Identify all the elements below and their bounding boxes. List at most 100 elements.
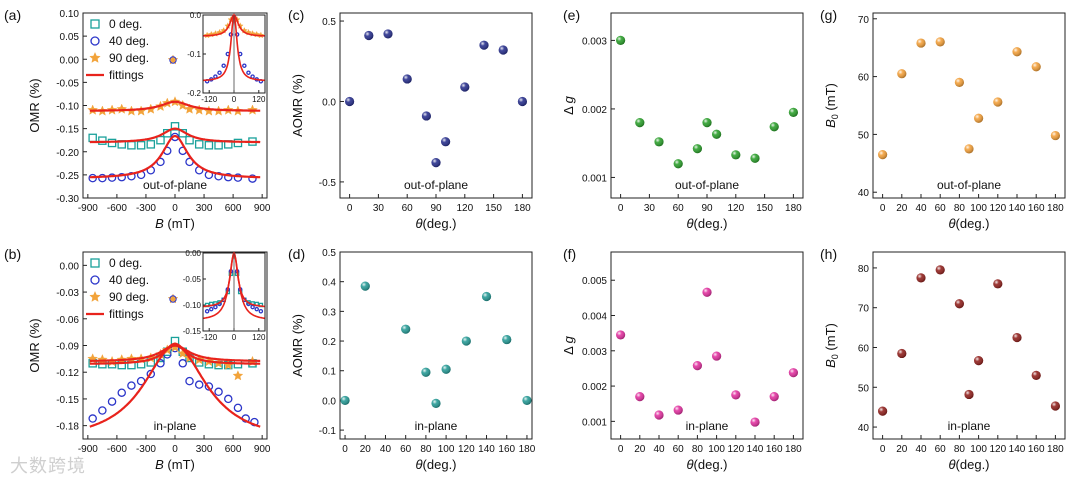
x-tick-label: -600 <box>107 444 127 455</box>
data-point-shade <box>954 299 965 309</box>
x-axis-label: B (mT) <box>155 457 195 472</box>
data-point-shade <box>479 40 489 50</box>
panel-b: -900 -600 -300 0 300 600 900 0.00 -0.03 -0.06 -0.0… <box>4 246 271 472</box>
x-axis-unit: (deg.) <box>423 457 457 472</box>
data-point-shade <box>935 265 945 275</box>
data-point-shade <box>421 111 431 121</box>
data-point-shade <box>878 150 888 160</box>
data-point <box>233 173 243 182</box>
y-axis-var: B <box>823 119 838 128</box>
legend-label: 0 deg. <box>109 17 142 31</box>
y-tick-label: 0.002 <box>582 105 607 116</box>
inset-b: -120 0 120 0.00 -0.05 -0.10 -0.15 <box>183 249 266 342</box>
x-tick-label: 140 <box>747 444 764 455</box>
plot-frame <box>872 12 1066 199</box>
panel-label: (e) <box>563 7 580 23</box>
x-tick-label: 60 <box>400 444 412 455</box>
data-point <box>146 369 156 379</box>
data-point-shade <box>461 336 471 346</box>
data-point-shade <box>897 348 907 359</box>
x-axis-label: θ(deg.) <box>686 216 727 231</box>
plot-frame <box>610 12 804 199</box>
y-tick-label: -0.06 <box>56 315 79 326</box>
data-point-shade <box>421 367 431 377</box>
data-point-shade <box>360 281 370 291</box>
legend-marker <box>89 290 101 302</box>
x-axis-var: θ <box>686 457 693 472</box>
data-point-shade <box>964 144 974 154</box>
legend-label: fittings <box>109 307 144 321</box>
x-tick-label: 120 <box>456 203 473 214</box>
y-tick-label: -0.30 <box>56 194 79 205</box>
x-axis-var: θ <box>948 216 955 231</box>
x-tick-label: 0 <box>342 444 348 455</box>
y-axis-var: B <box>823 359 838 368</box>
legend-label: 40 deg. <box>109 273 149 287</box>
x-tick-label: 140 <box>478 444 495 455</box>
x-tick-label: 100 <box>970 203 987 214</box>
watermark: 大数跨境 <box>10 456 86 477</box>
data-point <box>194 140 204 149</box>
data-point-shade <box>1050 401 1060 411</box>
data-point <box>107 397 117 406</box>
data-point <box>117 172 126 182</box>
data-point <box>135 105 147 116</box>
x-tick-label: 0 <box>172 203 178 214</box>
data-point-shade <box>345 96 355 107</box>
annotation: out-of-plane <box>937 178 1001 192</box>
data-point-shade <box>460 82 470 92</box>
legend-extra-star <box>167 54 179 65</box>
data-point-shade <box>654 137 664 147</box>
data-point-shade <box>769 122 779 132</box>
inset-point <box>258 308 264 314</box>
x-tick-label: 120 <box>458 444 475 455</box>
x-tick-label: 900 <box>254 203 271 214</box>
inset-y-tick-label: 0.0 <box>190 11 202 20</box>
data-point-shade <box>401 324 411 334</box>
data-point-shade <box>673 159 683 169</box>
data-point-shade <box>1031 370 1041 380</box>
x-tick-label: 160 <box>766 444 783 455</box>
data-point-shade <box>788 368 799 378</box>
data-point <box>214 387 223 397</box>
y-tick-label: 0.002 <box>582 382 607 393</box>
x-tick-label: 600 <box>225 203 242 214</box>
data-point <box>248 174 257 183</box>
data-point-shade <box>635 392 645 402</box>
x-tick-label: 40 <box>915 203 927 214</box>
x-axis-label: θ(deg.) <box>948 216 989 231</box>
x-axis-unit: (deg.) <box>956 216 990 231</box>
x-tick-label: 180 <box>785 444 802 455</box>
data-point-shade <box>635 118 645 128</box>
data-point <box>204 382 214 391</box>
data-point-shade <box>750 417 760 427</box>
y-tick-label: -0.03 <box>56 288 79 299</box>
x-tick-label: 40 <box>653 444 665 455</box>
x-tick-label: 160 <box>1028 444 1045 455</box>
legend-label: 0 deg. <box>109 256 142 270</box>
y-tick-label: 70 <box>858 304 870 315</box>
x-axis-var: θ <box>415 216 422 231</box>
annotation: in-plane <box>948 419 991 433</box>
x-tick-label: 20 <box>634 444 646 455</box>
data-point <box>194 380 204 389</box>
x-tick-label: 150 <box>485 203 502 214</box>
legend-marker <box>90 19 100 29</box>
panel-c: 0 30 60 90 120 150 180 0.5 0.0 -0.5 θ(deg.) AOMR (%… <box>288 7 533 231</box>
data-point-shade <box>964 389 974 400</box>
data-point-shade <box>441 364 451 374</box>
x-tick-label: 40 <box>380 444 392 455</box>
panel-label: (g) <box>820 7 837 23</box>
inset-x-tick-label: 120 <box>252 333 266 342</box>
inset-y-tick-label: -0.2 <box>187 89 201 98</box>
panel-a: -900 -600 -300 0 300 600 9000.100.050.00-0.05-… <box>4 7 271 231</box>
x-tick-label: -300 <box>136 203 156 214</box>
data-point <box>185 376 194 386</box>
x-tick-label: 150 <box>756 203 773 214</box>
y-tick-label: -0.05 <box>56 78 79 89</box>
data-point-shade <box>1012 47 1022 57</box>
x-axis-unit: (mT) <box>164 457 195 472</box>
legend-marker <box>90 36 100 46</box>
data-point <box>127 381 136 390</box>
data-point <box>88 414 97 423</box>
